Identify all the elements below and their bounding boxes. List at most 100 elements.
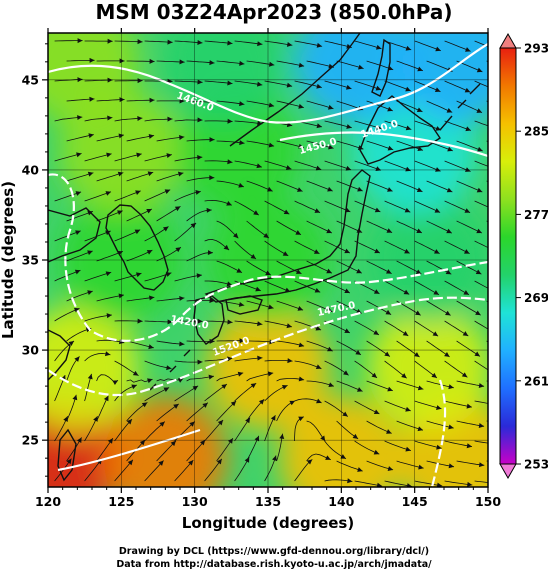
streamline-arrow-190 [373,289,380,294]
streamline-arrow-83 [328,144,334,150]
streamline-arrow-107 [147,171,154,177]
streamline-arrow-62 [137,115,143,121]
streamline-arrow-310 [373,449,380,455]
streamline-arrow-249 [343,370,349,376]
streamline-arrow-229 [209,338,215,344]
streamline-arrow-319 [199,440,206,446]
streamline-arrow-46 [119,97,125,103]
streamline-arrow-173 [326,268,332,274]
streamline-arrow-285 [72,394,78,401]
streamline-arrow-126 [253,210,259,216]
streamline-arrow-236 [414,352,420,358]
streamline-arrow-201 [268,304,274,310]
streamline-arrow-21 [268,61,275,67]
streamline-arrow-278 [316,398,322,404]
streamline-arrow-68 [316,123,322,129]
streamline-arrow-202 [297,306,304,311]
streamline-arrow-47 [149,97,155,103]
streamline-arrow-24 [358,64,364,70]
streamline-arrow-65 [227,118,233,124]
streamline-arrow-137 [146,208,152,214]
credit-line-1: Drawing by DCL (https://www.gfd-dennou.o… [118,546,430,557]
streamline-arrow-39 [346,84,352,90]
streamline-arrow-326 [418,464,424,470]
streamline-arrow-61 [107,115,113,121]
coastline-taiwan [57,428,77,482]
streamline-arrow-336 [244,457,250,463]
streamline-arrow-307 [270,415,276,421]
streamline-arrow-106 [117,171,124,177]
streamline-arrow-207 [445,310,451,316]
streamline-arrow-283 [466,403,472,409]
streamline-arrow-81 [268,142,275,148]
streamline-arrow-328 [478,462,485,468]
streamline-arrow-290 [230,400,237,407]
streamline-arrow-340 [376,482,383,487]
streamline-arrow-139 [206,207,212,213]
streamline-arrow-211 [106,313,112,319]
coastline-kyushu [193,295,225,345]
x-axis-label: Longitude (degrees) [182,514,354,532]
streamline-arrow-191 [403,289,410,295]
streamline-arrow-235 [384,351,390,357]
streamline-arrow-296 [417,426,424,432]
streamline-arrow-246 [257,355,263,361]
streamline-arrow-163 [463,249,470,254]
colorbar-tick-label-3: 269 [524,291,548,305]
streamline-arrow-28 [476,67,483,73]
streamline-arrow-82 [298,143,304,149]
height-contours [48,43,488,487]
colorbar-top-arrow [499,32,517,49]
streamline-arrow-178 [475,269,482,275]
colorbar: 293 285 277 269 261 253 [499,32,548,480]
streamline-194 [474,280,488,289]
streamline-arrow-318 [170,440,176,447]
streamline-arrow-78 [179,134,185,140]
streamline-arrow-69 [346,124,352,129]
streamline-arrow-155 [223,244,230,251]
streamline-arrow-323 [325,455,331,460]
y-axis: 25 30 35 40 45 [22,43,48,477]
streamline-arrow-116 [416,187,423,193]
streamline-arrow-42 [434,87,441,93]
streamline-arrow-90 [76,152,82,158]
streamline-arrow-251 [401,373,407,379]
streamline-arrow-70 [376,124,382,130]
streamline-arrow-219 [344,328,350,333]
streamline-arrow-56 [416,107,423,113]
streamline-arrow-298 [478,423,485,428]
streamline-arrow-117 [446,187,453,193]
streamline-arrow-252 [431,372,437,378]
streamline-arrow-43 [464,87,471,93]
streamline-arrow-57 [446,108,453,113]
streamline-arrow-25 [387,65,394,71]
streamline-arrow-108 [177,171,184,177]
streamline-arrow-206 [415,310,421,316]
streamline-arrow-279 [342,411,348,417]
streamline-arrow-244 [197,359,203,365]
streamline-arrow-16 [119,58,125,64]
streamline-arrow-45 [89,96,95,102]
streamline-arrow-267 [448,384,454,390]
y-tick-label-3: 40 [22,162,40,177]
streamline-164 [474,240,488,248]
streamline-arrow-26 [417,66,423,72]
streamline-arrow-2 [137,39,143,45]
streamline-arrow-71 [405,125,412,131]
streamline-arrow-192 [433,290,439,295]
streamline-arrow-12 [435,46,441,52]
streamline-arrow-253 [461,372,468,378]
streamline-arrow-175 [386,269,392,274]
contour-line-1 [48,173,488,342]
streamline-arrow-64 [197,117,203,123]
streamline-arrow-157 [282,251,289,256]
streamline-arrow-220 [373,330,379,335]
streamline-arrow-322 [279,433,285,440]
streamline-arrow-332 [127,459,133,466]
streamline-arrow-167 [146,250,153,255]
streamline-arrow-189 [344,288,350,294]
streamline-arrow-248 [315,364,322,370]
coastline-honshu [204,169,371,303]
streamline-arrow-317 [139,439,146,446]
streamline-arrow-37 [286,82,293,88]
